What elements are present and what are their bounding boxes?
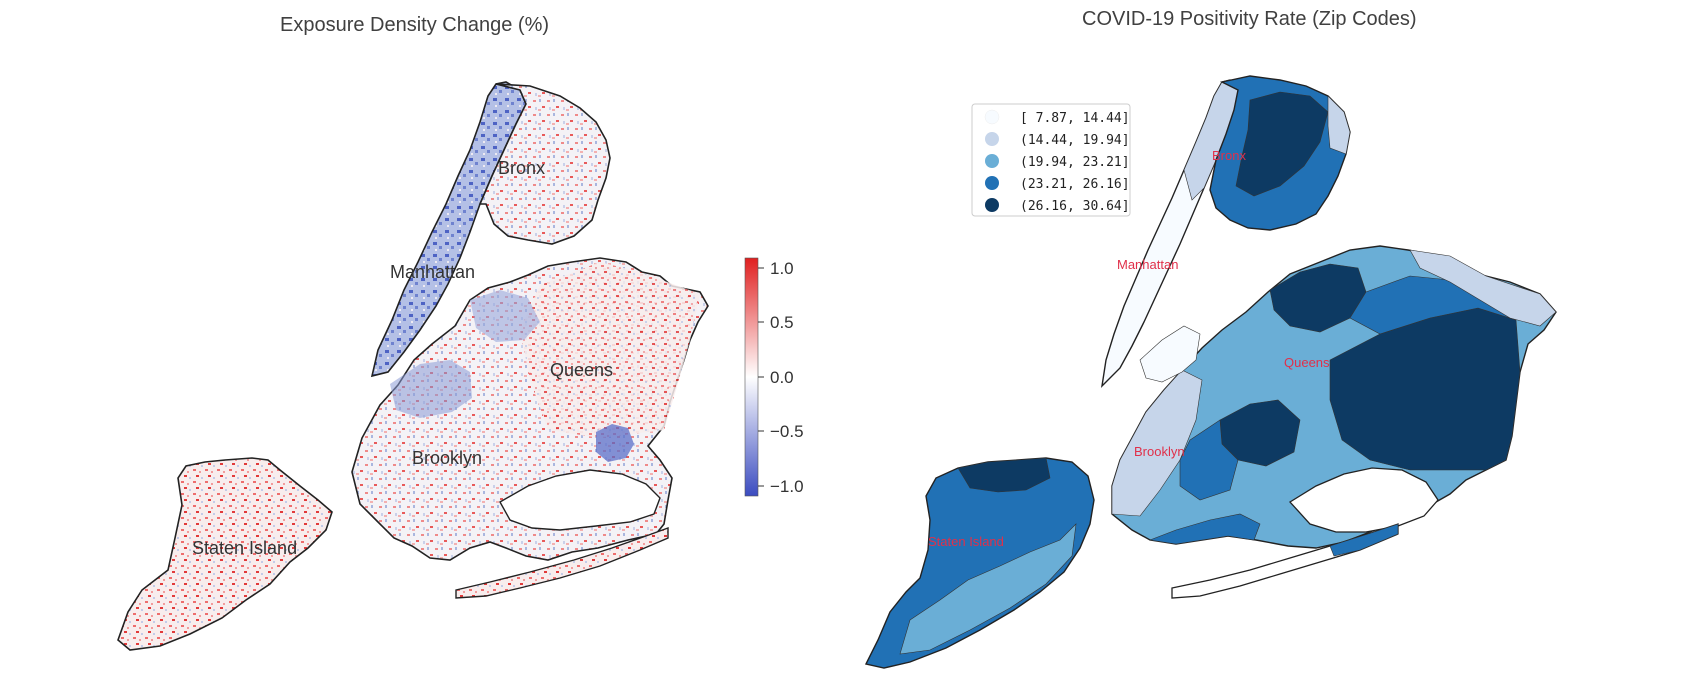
legend-swatch — [985, 154, 999, 168]
left-label-queens: Queens — [550, 360, 613, 380]
colorbar — [744, 257, 759, 497]
right-brooklyn-mid — [1179, 419, 1239, 501]
left-blue-patch-queens — [596, 424, 634, 462]
legend-swatch — [985, 198, 999, 212]
legend-label: (26.16, 30.64] — [1020, 199, 1130, 214]
left-map-title: Exposure Density Change (%) — [280, 14, 550, 36]
left-rockaway — [455, 527, 669, 599]
exposure-density-map: 1.0 0.5 0.0 −0.5 −1.0 Bronx Manhattan Qu… — [117, 81, 804, 651]
left-queens-overlay — [520, 262, 700, 438]
left-jamaica-bay — [499, 469, 661, 531]
colorbar-ticks: 1.0 0.5 0.0 −0.5 −1.0 — [758, 259, 804, 496]
positivity-rate-map-panel: COVID-19 Positivity Rate (Zip Codes) [ 7… — [850, 0, 1707, 690]
left-label-bronx: Bronx — [498, 158, 545, 178]
legend-label: (19.94, 23.21] — [1020, 155, 1130, 170]
legend-swatch — [985, 132, 999, 146]
left-blue-patch-queens-west — [470, 290, 540, 342]
legend-label: (14.44, 19.94] — [1020, 133, 1130, 148]
left-label-manhattan: Manhattan — [390, 262, 475, 282]
right-jamaica-bay — [1288, 467, 1439, 533]
right-queens-east-light — [1409, 249, 1557, 327]
left-label-brooklyn: Brooklyn — [412, 448, 482, 468]
colorbar-tick-label: 0.0 — [770, 368, 794, 387]
right-staten-island-north — [957, 457, 1051, 493]
right-bronx-east-light — [1327, 95, 1351, 155]
legend-swatch — [985, 176, 999, 190]
legend-label: [ 7.87, 14.44] — [1020, 111, 1130, 126]
right-label-staten-island: Staten Island — [928, 534, 1004, 549]
right-label-bronx: Bronx — [1212, 148, 1246, 163]
legend: [ 7.87, 14.44] (14.44, 19.94] (19.94, 23… — [971, 103, 1131, 217]
right-staten-island-light — [899, 523, 1077, 655]
right-brooklyn-white — [1139, 325, 1201, 383]
right-brooklyn-south — [1148, 513, 1261, 545]
colorbar-tick-label: 0.5 — [770, 313, 794, 332]
right-bronx-dark — [1235, 91, 1329, 197]
left-bronx-shape — [478, 83, 611, 245]
right-label-brooklyn: Brooklyn — [1134, 444, 1185, 459]
exposure-density-map-panel: Exposure Density Change (%) — [0, 0, 850, 690]
positivity-rate-map: [ 7.87, 14.44] (14.44, 19.94] (19.94, 23… — [864, 75, 1557, 669]
legend-label: (23.21, 26.16] — [1020, 177, 1130, 192]
colorbar-tick-label: −0.5 — [770, 422, 804, 441]
right-rockaway-east — [1329, 523, 1399, 557]
colorbar-tick-label: −1.0 — [770, 477, 804, 496]
colorbar-tick-label: 1.0 — [770, 259, 794, 278]
right-map-title: COVID-19 Positivity Rate (Zip Codes) — [1082, 8, 1417, 30]
right-label-queens: Queens — [1284, 355, 1330, 370]
left-label-staten-island: Staten Island — [192, 538, 297, 558]
legend-swatch — [984, 109, 1000, 125]
left-staten-island-shape — [117, 457, 333, 651]
left-blue-patch-brooklyn — [390, 360, 472, 418]
right-label-manhattan: Manhattan — [1117, 257, 1178, 272]
